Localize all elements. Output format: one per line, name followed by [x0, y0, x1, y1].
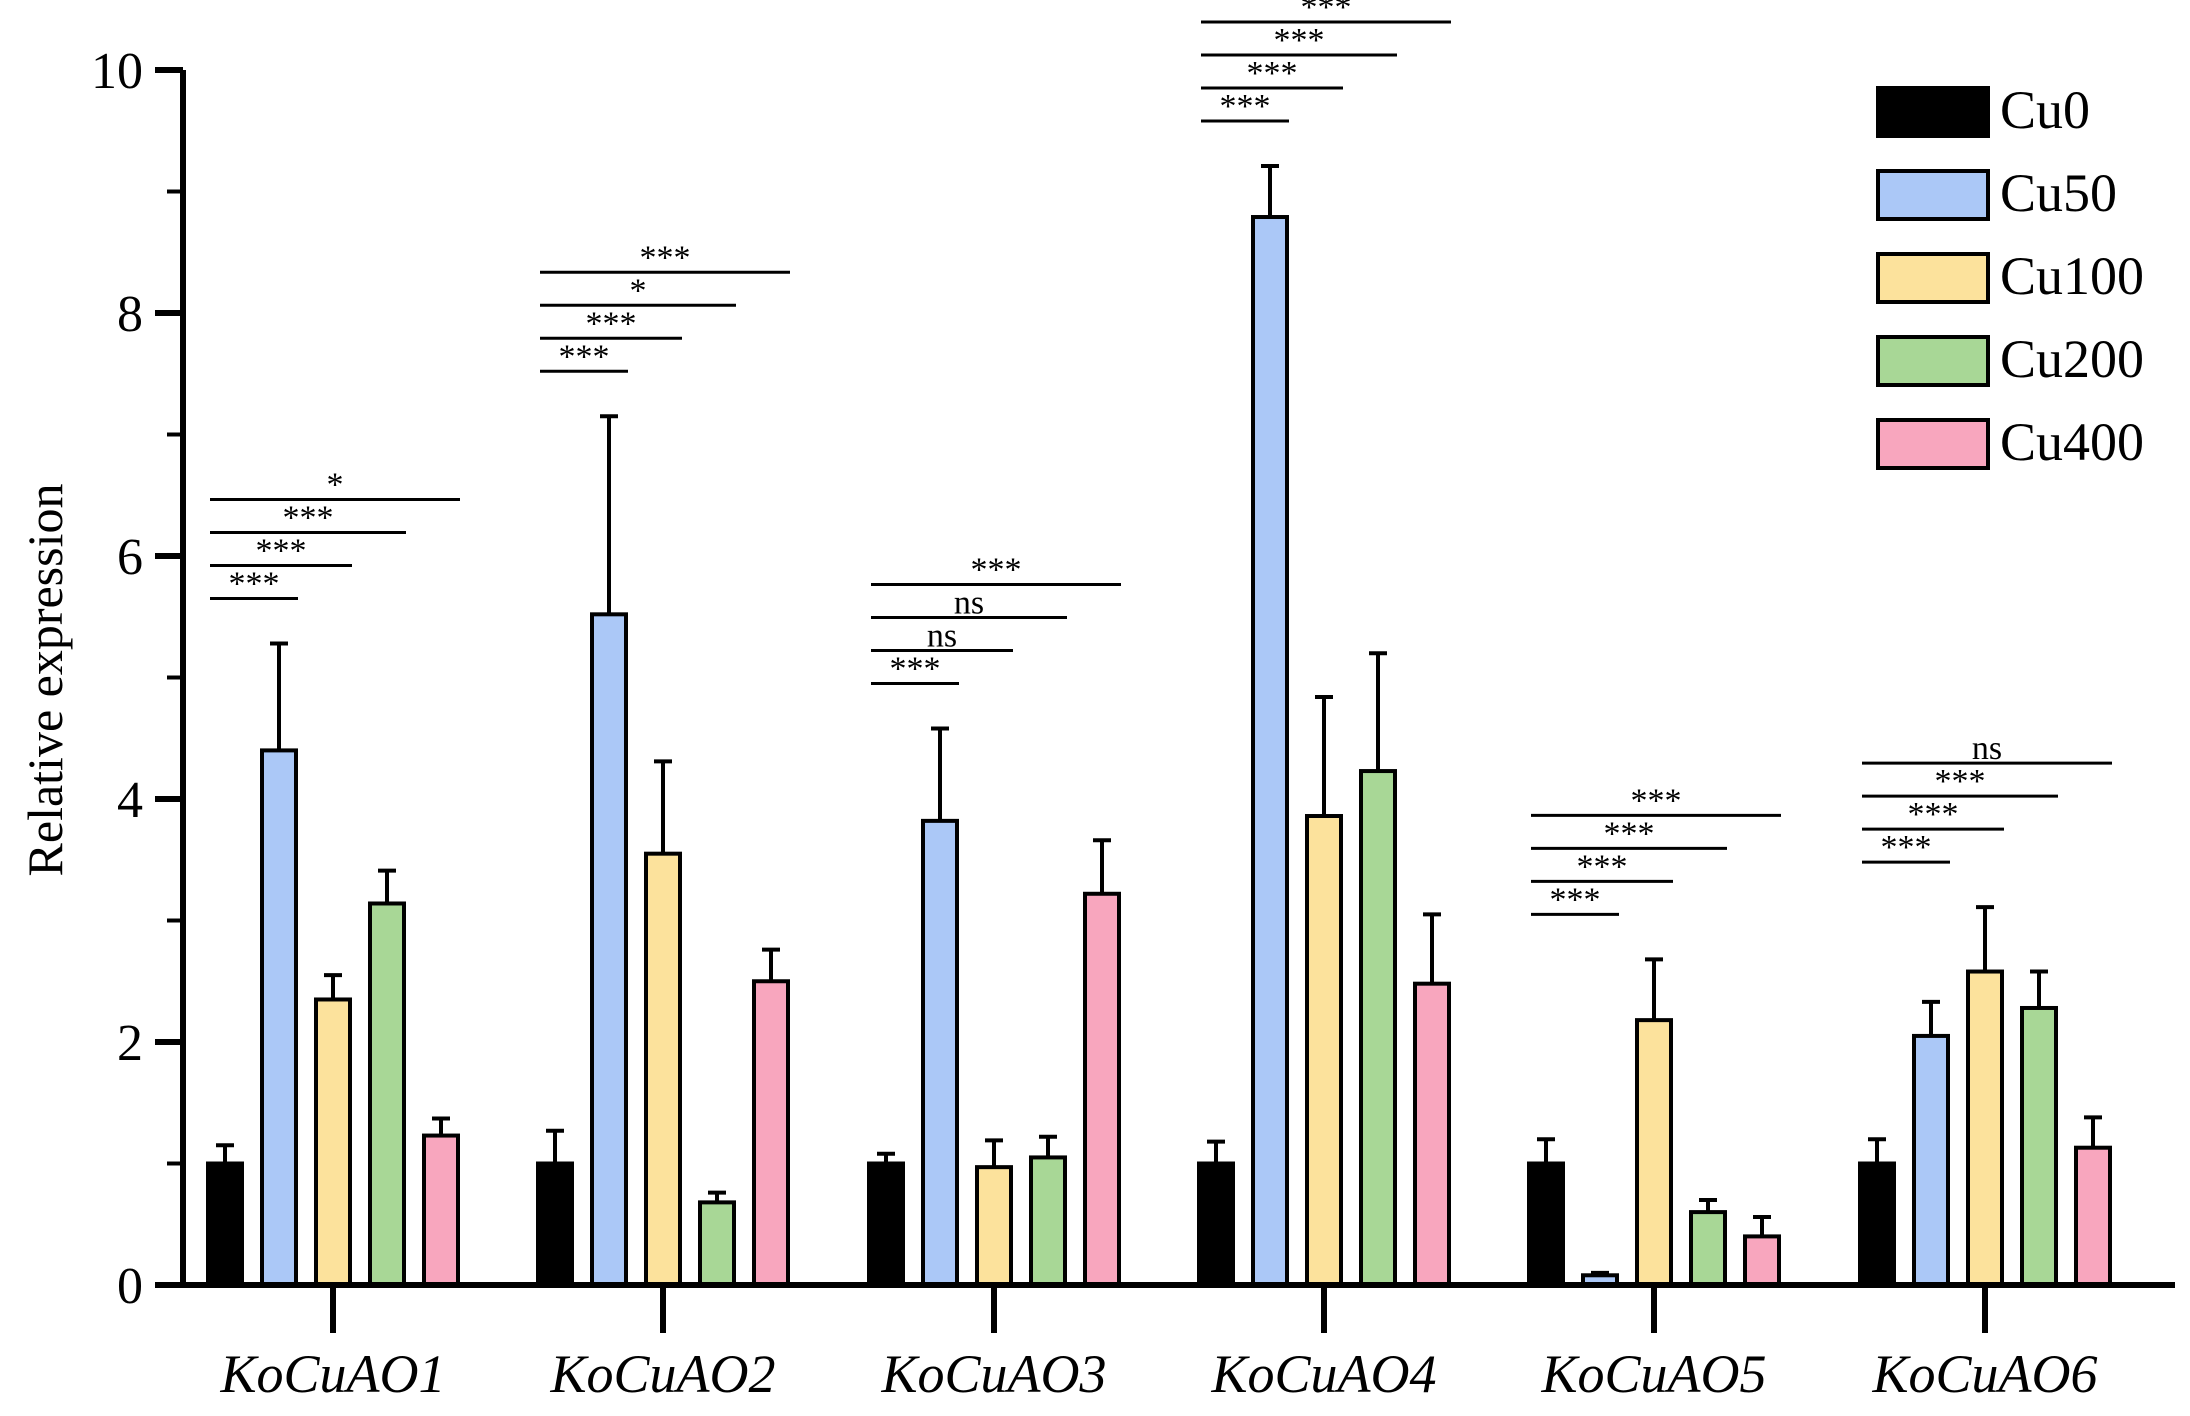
sig-label-kocuao4-1: ***	[1220, 88, 1271, 125]
bar-cu0-kocuao1	[206, 1161, 244, 1287]
legend-label-cu400: Cu400	[2000, 412, 2144, 472]
legend-label-cu200: Cu200	[2000, 329, 2144, 389]
bar-cu50-kocuao1	[260, 748, 298, 1287]
legend-swatch-cu100	[1876, 252, 1990, 304]
legend-label-cu50: Cu50	[2000, 163, 2117, 223]
legend-label-cu100: Cu100	[2000, 246, 2144, 306]
bar-cu200-kocuao3	[1029, 1155, 1067, 1288]
y-tick-label-2: 2	[117, 1015, 143, 1072]
legend-label-cu0: Cu0	[2000, 80, 2090, 140]
legend-swatch-cu200	[1876, 335, 1990, 387]
x-tick-label-kocuao5: KoCuAO5	[1540, 1344, 1766, 1404]
sig-label-kocuao5-3: ***	[1604, 815, 1655, 852]
bar-cu100-kocuao6	[1966, 969, 2004, 1288]
sig-label-kocuao6-4: ns	[1972, 730, 2002, 767]
sig-label-kocuao3-2: ns	[927, 618, 957, 655]
x-tick-label-kocuao6: KoCuAO6	[1871, 1344, 2097, 1404]
y-axis-label: Relative expression	[17, 484, 73, 877]
legend-swatch-cu400	[1876, 418, 1990, 470]
bar-cu200-kocuao4	[1359, 769, 1397, 1287]
y-tick-label-0: 0	[117, 1258, 143, 1315]
bar-cu0-kocuao4	[1197, 1161, 1235, 1287]
bar-cu200-kocuao5	[1689, 1210, 1727, 1287]
sig-label-kocuao2-2: ***	[586, 305, 637, 342]
axes-layer: KoCuAO1 KoCuAO2 KoCuAO3 KoCuAO4 KoCuAO5 KoCuA…	[17, 43, 2175, 1404]
bar-cu400-kocuao5	[1743, 1234, 1781, 1288]
sig-label-kocuao3-3: ns	[954, 585, 984, 622]
bar-cu0-kocuao5	[1527, 1161, 1565, 1287]
bar-cu100-kocuao5	[1635, 1018, 1673, 1287]
bar-cu50-kocuao6	[1912, 1033, 1950, 1288]
legend-swatch-cu50	[1876, 169, 1990, 221]
bar-cu100-kocuao1	[314, 997, 352, 1287]
x-tick-label-kocuao1: KoCuAO1	[219, 1344, 445, 1404]
sig-label-kocuao5-4: ***	[1631, 782, 1682, 819]
sig-label-kocuao2-3: *	[630, 272, 647, 309]
bars-layer	[206, 163, 2112, 1288]
sig-label-kocuao3-4: ***	[971, 552, 1022, 589]
bar-cu0-kocuao3	[867, 1161, 905, 1287]
y-tick-label-6: 6	[117, 529, 143, 586]
sig-label-kocuao4-2: ***	[1247, 55, 1298, 92]
sig-label-kocuao6-1: ***	[1881, 829, 1932, 866]
x-tick-label-kocuao3: KoCuAO3	[880, 1344, 1106, 1404]
bar-cu400-kocuao2	[752, 979, 790, 1287]
bar-cu50-kocuao4	[1251, 215, 1289, 1287]
sig-label-kocuao2-4: ***	[640, 239, 691, 276]
sig-label-kocuao4-3: ***	[1274, 22, 1325, 59]
sig-label-kocuao1-1: ***	[229, 565, 280, 602]
bar-cu0-kocuao6	[1858, 1161, 1896, 1287]
x-tick-label-kocuao4: KoCuAO4	[1210, 1344, 1436, 1404]
bar-cu400-kocuao3	[1083, 891, 1121, 1288]
sig-label-kocuao6-3: ***	[1935, 763, 1986, 800]
significance-layer: ***********************nsns*************…	[210, 0, 2112, 918]
y-tick-label-4: 4	[117, 772, 143, 829]
bar-cu200-kocuao1	[368, 901, 406, 1287]
bar-cu100-kocuao2	[644, 851, 682, 1287]
sig-label-kocuao6-2: ***	[1908, 796, 1959, 833]
bar-cu100-kocuao3	[975, 1165, 1013, 1288]
bar-cu400-kocuao6	[2074, 1145, 2112, 1287]
bar-cu50-kocuao2	[590, 612, 628, 1287]
bar-cu200-kocuao6	[2020, 1005, 2058, 1287]
x-tick-label-kocuao2: KoCuAO2	[549, 1344, 775, 1404]
sig-label-kocuao2-1: ***	[559, 338, 610, 375]
bar-cu50-kocuao3	[921, 818, 959, 1287]
sig-label-kocuao3-1: ***	[890, 651, 941, 688]
bar-cu400-kocuao1	[422, 1133, 460, 1288]
legend: Cu0 Cu50 Cu100 Cu200 Cu400	[1876, 80, 2144, 472]
bar-cu100-kocuao4	[1305, 814, 1343, 1287]
y-tick-label-8: 8	[117, 286, 143, 343]
sig-label-kocuao1-4: *	[327, 466, 344, 503]
bar-cu400-kocuao4	[1413, 981, 1451, 1287]
y-tick-label-10: 10	[91, 43, 143, 100]
sig-label-kocuao5-1: ***	[1550, 881, 1601, 918]
bar-cu0-kocuao2	[536, 1161, 574, 1287]
sig-label-kocuao1-3: ***	[283, 499, 334, 536]
legend-swatch-cu0	[1876, 86, 1990, 138]
sig-label-kocuao4-4: ***	[1301, 0, 1352, 26]
sig-label-kocuao1-2: ***	[256, 532, 307, 569]
sig-label-kocuao5-2: ***	[1577, 848, 1628, 885]
bar-cu200-kocuao2	[698, 1200, 736, 1288]
